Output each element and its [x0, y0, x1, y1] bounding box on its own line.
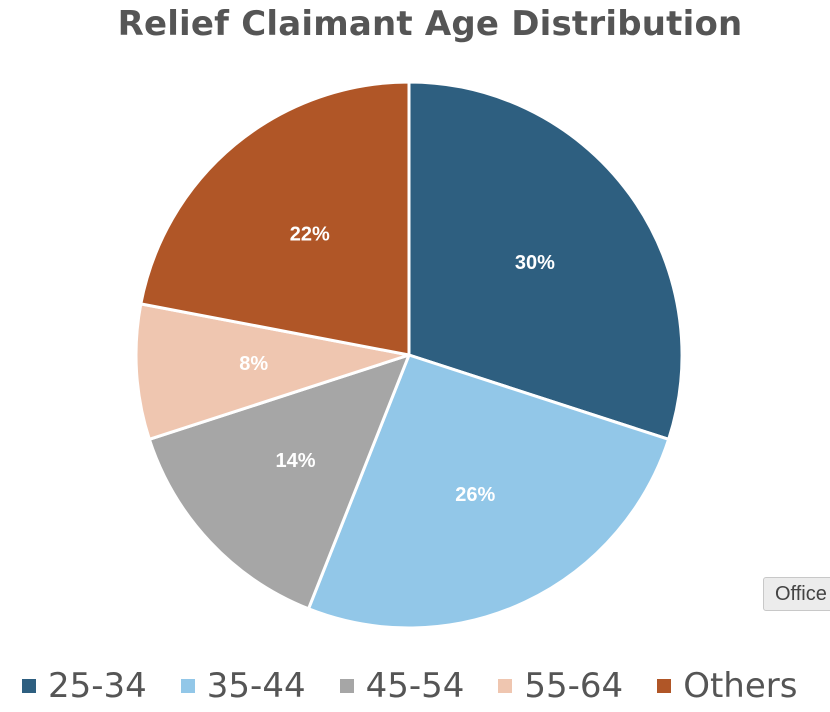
data-label-45-54: 14%	[276, 450, 316, 472]
data-label-35-44: 26%	[455, 484, 495, 506]
legend-item-55-64: 55-64	[498, 666, 623, 706]
legend-item-35-44: 35-44	[180, 666, 306, 706]
pie-slice-25-34	[407, 80, 684, 441]
pie-slice-55-64	[134, 302, 411, 441]
data-label-Others: 22%	[290, 223, 330, 245]
legend-label: 45-54	[365, 666, 465, 706]
chart-title: Relief Claimant Age Distribution	[117, 4, 743, 44]
legend-label: 35-44	[206, 666, 306, 706]
legend-swatch	[498, 679, 513, 693]
legend-swatch	[657, 679, 672, 693]
pie-slice-Others	[139, 80, 411, 357]
legend-swatch	[339, 679, 354, 693]
legend-label: 55-64	[524, 666, 624, 706]
pie-slice-35-44	[307, 353, 671, 630]
chart-legend: 25-34 35-44 45-54 55-64 Others	[22, 664, 797, 708]
legend-label: 25-34	[48, 666, 147, 706]
legend-item-45-54: 45-54	[339, 666, 465, 706]
data-label-25-34: 30%	[515, 252, 555, 274]
legend-label: Others	[683, 666, 798, 706]
office-tooltip: Office	[763, 577, 830, 611]
legend-swatch	[180, 679, 195, 693]
legend-item-Others: Others	[657, 666, 797, 706]
data-label-55-64: 8%	[239, 353, 268, 375]
legend-item-25-34: 25-34	[22, 666, 147, 706]
legend-swatch	[22, 679, 36, 693]
